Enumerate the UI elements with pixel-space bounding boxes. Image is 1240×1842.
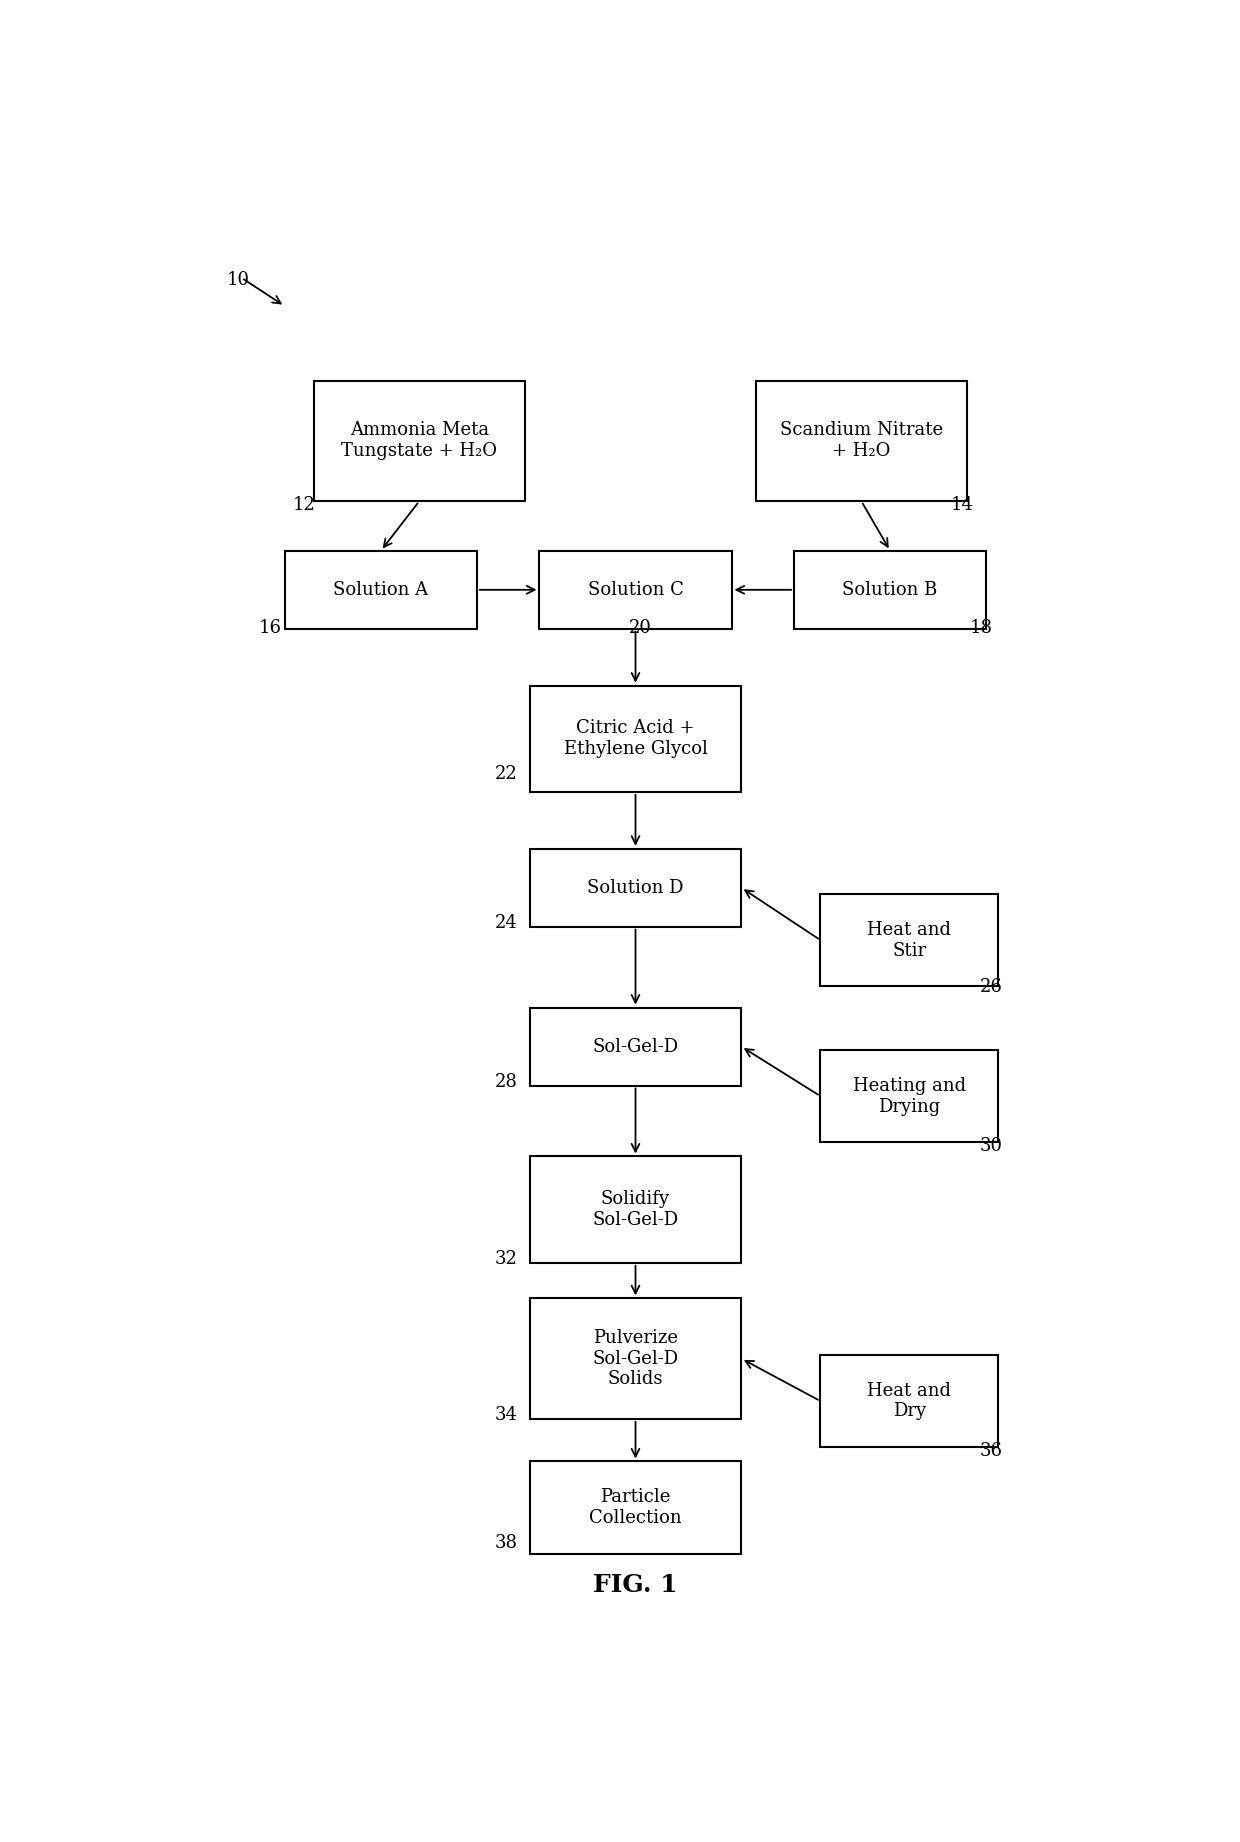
FancyBboxPatch shape bbox=[529, 1461, 742, 1553]
Text: Solution A: Solution A bbox=[334, 580, 428, 599]
Text: Heat and
Stir: Heat and Stir bbox=[868, 921, 951, 960]
Text: 16: 16 bbox=[259, 619, 281, 637]
FancyBboxPatch shape bbox=[821, 893, 998, 985]
FancyBboxPatch shape bbox=[794, 551, 986, 628]
Text: 32: 32 bbox=[495, 1251, 517, 1269]
Text: Pulverize
Sol-Gel-D
Solids: Pulverize Sol-Gel-D Solids bbox=[593, 1328, 678, 1389]
FancyBboxPatch shape bbox=[821, 1356, 998, 1448]
Text: Sol-Gel-D: Sol-Gel-D bbox=[593, 1037, 678, 1055]
Text: Citric Acid +
Ethylene Glycol: Citric Acid + Ethylene Glycol bbox=[563, 720, 708, 759]
Text: 34: 34 bbox=[495, 1405, 517, 1424]
FancyBboxPatch shape bbox=[529, 1157, 742, 1264]
Text: Solidify
Sol-Gel-D: Solidify Sol-Gel-D bbox=[593, 1190, 678, 1229]
Text: 38: 38 bbox=[495, 1534, 517, 1553]
FancyBboxPatch shape bbox=[755, 381, 967, 501]
Text: Ammonia Meta
Tungstate + H₂O: Ammonia Meta Tungstate + H₂O bbox=[341, 422, 497, 460]
Text: Scandium Nitrate
+ H₂O: Scandium Nitrate + H₂O bbox=[780, 422, 942, 460]
Text: 24: 24 bbox=[495, 914, 517, 932]
Text: Particle
Collection: Particle Collection bbox=[589, 1488, 682, 1527]
Text: 10: 10 bbox=[227, 271, 250, 289]
FancyBboxPatch shape bbox=[529, 849, 742, 927]
FancyBboxPatch shape bbox=[285, 551, 477, 628]
Text: Heat and
Dry: Heat and Dry bbox=[868, 1382, 951, 1420]
FancyBboxPatch shape bbox=[529, 685, 742, 792]
Text: 22: 22 bbox=[495, 764, 517, 783]
Text: 26: 26 bbox=[980, 978, 1002, 997]
Text: Solution D: Solution D bbox=[588, 879, 683, 897]
Text: 12: 12 bbox=[293, 495, 315, 514]
Text: 20: 20 bbox=[629, 619, 652, 637]
Text: 36: 36 bbox=[980, 1442, 1003, 1459]
FancyBboxPatch shape bbox=[314, 381, 525, 501]
Text: 28: 28 bbox=[495, 1074, 517, 1090]
FancyBboxPatch shape bbox=[821, 1050, 998, 1142]
FancyBboxPatch shape bbox=[529, 1008, 742, 1085]
Text: FIG. 1: FIG. 1 bbox=[593, 1573, 678, 1597]
Text: Solution C: Solution C bbox=[588, 580, 683, 599]
Text: Heating and
Drying: Heating and Drying bbox=[853, 1078, 966, 1116]
Text: 14: 14 bbox=[951, 495, 973, 514]
FancyBboxPatch shape bbox=[529, 1299, 742, 1418]
Text: 18: 18 bbox=[970, 619, 993, 637]
FancyBboxPatch shape bbox=[539, 551, 732, 628]
Text: Solution B: Solution B bbox=[842, 580, 937, 599]
Text: 30: 30 bbox=[980, 1137, 1003, 1155]
